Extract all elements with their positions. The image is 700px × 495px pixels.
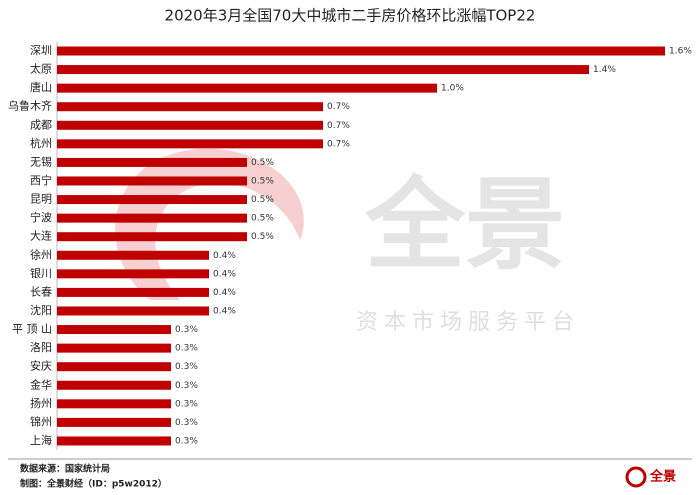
bar	[57, 83, 437, 93]
bar	[57, 195, 247, 205]
y-tick-label: 宁波	[30, 210, 52, 224]
value-label: 1.0%	[441, 84, 464, 94]
watermark-swirl	[115, 148, 304, 300]
logo-text: 全景	[649, 469, 676, 485]
y-tick-label: 银川	[30, 266, 52, 280]
y-tick-label: 安庆	[30, 359, 52, 373]
value-label: 0.4%	[213, 251, 236, 261]
logo-icon	[625, 466, 647, 488]
y-tick-label: 杭州	[30, 136, 52, 150]
bar	[57, 362, 171, 372]
bar	[57, 46, 665, 56]
bar	[57, 250, 209, 260]
y-tick-label: 唐山	[30, 80, 52, 94]
y-tick-label: 无锡	[30, 154, 52, 168]
value-label: 0.3%	[175, 436, 198, 446]
watermark-brand: 全景	[364, 166, 565, 283]
value-label: 0.7%	[327, 139, 350, 149]
value-label: 0.7%	[327, 102, 350, 112]
bar	[57, 269, 209, 279]
value-label: 1.4%	[593, 65, 616, 75]
y-tick-label: 金华	[30, 377, 52, 391]
watermark-tagline: 资本市场服务平台	[356, 310, 580, 335]
value-label: 0.3%	[175, 399, 198, 409]
y-tick-label: 成都	[30, 118, 52, 131]
value-label: 0.7%	[327, 121, 350, 131]
bar	[57, 417, 171, 427]
value-label: 0.3%	[175, 344, 198, 354]
bar	[57, 325, 171, 335]
bar	[57, 287, 209, 297]
source: 数据来源：国家统计局	[20, 463, 110, 475]
value-label: 0.4%	[213, 306, 236, 316]
value-label: 0.5%	[251, 176, 274, 186]
value-label: 0.5%	[251, 232, 274, 242]
bar	[57, 176, 247, 186]
bar	[57, 65, 589, 75]
y-tick-label: 大连	[30, 229, 52, 243]
y-tick-label: 西宁	[30, 173, 52, 187]
value-label: 0.3%	[175, 325, 198, 335]
y-tick-label: 乌鲁木齐	[8, 99, 52, 113]
value-label: 0.5%	[251, 214, 274, 224]
value-label: 0.4%	[213, 269, 236, 279]
y-tick-label: 平 顶 山	[12, 323, 52, 336]
y-tick-label: 上海	[30, 433, 52, 447]
watermark: 全景 资本市场服务平台	[115, 148, 580, 335]
value-label: 1.6%	[669, 47, 692, 57]
bar	[57, 306, 209, 316]
bar	[57, 232, 247, 242]
bar	[57, 157, 247, 167]
bar	[57, 139, 323, 149]
bar	[57, 399, 171, 409]
value-label: 0.5%	[251, 158, 274, 168]
value-label: 0.5%	[251, 195, 274, 205]
chart-title: 2020年3月全国70大中城市二手房价格环比涨幅TOP22	[165, 7, 536, 25]
value-label: 0.4%	[213, 288, 236, 298]
y-tick-label: 徐州	[30, 247, 52, 261]
y-tick-label: 洛阳	[30, 340, 52, 354]
bar	[57, 213, 247, 223]
value-label: 0.3%	[175, 362, 198, 372]
bar	[57, 380, 171, 390]
bar	[57, 102, 323, 112]
y-tick-label: 太原	[30, 63, 52, 76]
bar	[57, 436, 171, 446]
y-tick-label: 长春	[30, 285, 52, 298]
y-tick-label: 锦州	[30, 414, 52, 428]
bar	[57, 120, 323, 130]
bar	[57, 343, 171, 353]
y-tick-label: 昆明	[30, 193, 52, 206]
maker: 制图：全景财经（ID：p5w2012）	[20, 478, 167, 490]
y-tick-label: 沈阳	[30, 303, 52, 317]
value-label: 0.3%	[175, 418, 198, 428]
y-tick-label: 扬州	[30, 396, 52, 410]
value-label: 0.3%	[175, 381, 198, 391]
y-tick-label: 深圳	[30, 44, 52, 57]
